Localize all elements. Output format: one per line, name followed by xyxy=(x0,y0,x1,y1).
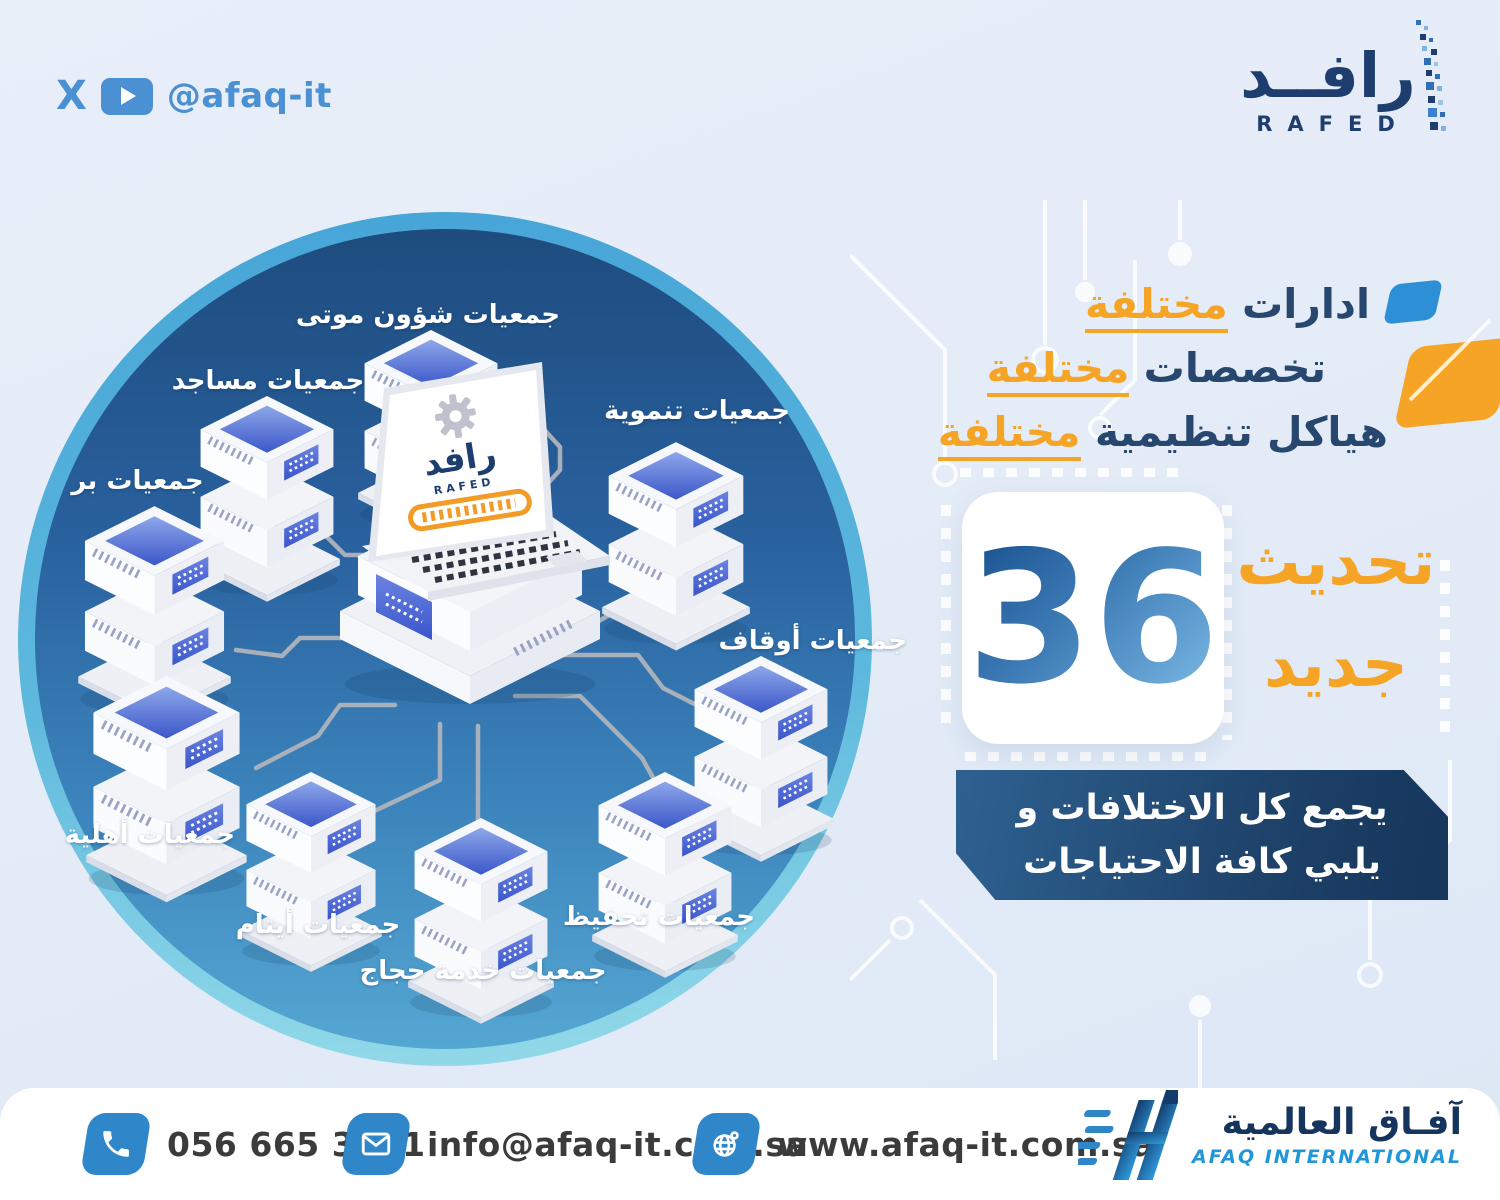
email-icon xyxy=(340,1113,412,1175)
update-word-2: جديد xyxy=(1263,628,1409,703)
rafed-logo: رافــد RAFED xyxy=(1208,20,1448,137)
chip-pins-decoration xyxy=(941,505,951,735)
node-label: جمعيات تنموية xyxy=(603,396,790,426)
node-label: جمعيات بر xyxy=(71,466,204,496)
phone-icon xyxy=(80,1113,152,1175)
feature-line: ادارات مختلفة xyxy=(988,272,1370,336)
feature-line: هياكل تنظيمية مختلفة xyxy=(937,400,1388,464)
chip-pins-decoration xyxy=(960,468,1190,477)
gear-icon xyxy=(434,394,476,439)
social-handle[interactable]: @afaq-it xyxy=(166,76,332,116)
node-label: جمعيات أهلية xyxy=(64,820,235,850)
social-links: X @afaq-it xyxy=(56,76,332,116)
afaq-logo-arabic: آفـاق العالمية xyxy=(1221,1101,1462,1143)
youtube-icon[interactable] xyxy=(100,77,153,115)
afaq-logo-mark xyxy=(1078,1090,1178,1180)
update-number: 36 xyxy=(966,512,1220,724)
x-icon[interactable]: X xyxy=(56,73,87,119)
node-label: جمعيات أوقاف xyxy=(718,626,907,656)
chip-pins-decoration xyxy=(1222,505,1232,740)
node-label: جمعيات مساجد xyxy=(171,366,365,396)
rafed-logo-latin: RAFED xyxy=(1256,112,1410,137)
node-label: جمعيات شؤون موتى xyxy=(295,300,560,330)
globe-location-icon xyxy=(690,1113,762,1175)
server-node-civil xyxy=(84,676,249,907)
tagline-line-1: يجمع كل الاختلافات و xyxy=(1016,787,1388,828)
youtube-play-triangle xyxy=(120,87,136,105)
chip-pins-decoration xyxy=(965,752,1215,761)
feature-line: تخصصات مختلفة xyxy=(986,336,1326,400)
node-label: جمعيات تحفيظ xyxy=(562,902,755,932)
server-node-memorization xyxy=(590,772,740,982)
server-node-pilgrims xyxy=(406,818,556,1028)
feature-lines: ادارات مختلفة تخصصات مختلفة هياكل تنظيمي… xyxy=(937,272,1458,464)
update-label: تحديث جديد xyxy=(1236,512,1436,717)
tagline-banner: يجمع كل الاختلافات و يلبي كافة الاحتياجا… xyxy=(956,770,1448,900)
node-label: جمعيات خدمة حجاج xyxy=(359,956,607,986)
rafed-logo-dots xyxy=(1416,20,1446,131)
afaq-logo-latin: AFAQ INTERNATIONAL xyxy=(1192,1146,1462,1169)
update-number-card: 36 xyxy=(962,492,1224,744)
tagline-line-2: يلبي كافة الاحتياجات xyxy=(1023,842,1381,882)
update-word-1: تحديث xyxy=(1236,526,1436,600)
central-laptop: رافد RAFED xyxy=(340,362,610,704)
afaq-international-logo: آفـاق العالمية AFAQ INTERNATIONAL xyxy=(1078,1090,1462,1180)
rafed-logo-arabic: رافــد xyxy=(1240,39,1416,112)
chip-pins-decoration xyxy=(1440,560,1450,735)
node-label: جمعيات أيتام xyxy=(235,910,401,940)
server-node-orphans xyxy=(238,772,384,976)
